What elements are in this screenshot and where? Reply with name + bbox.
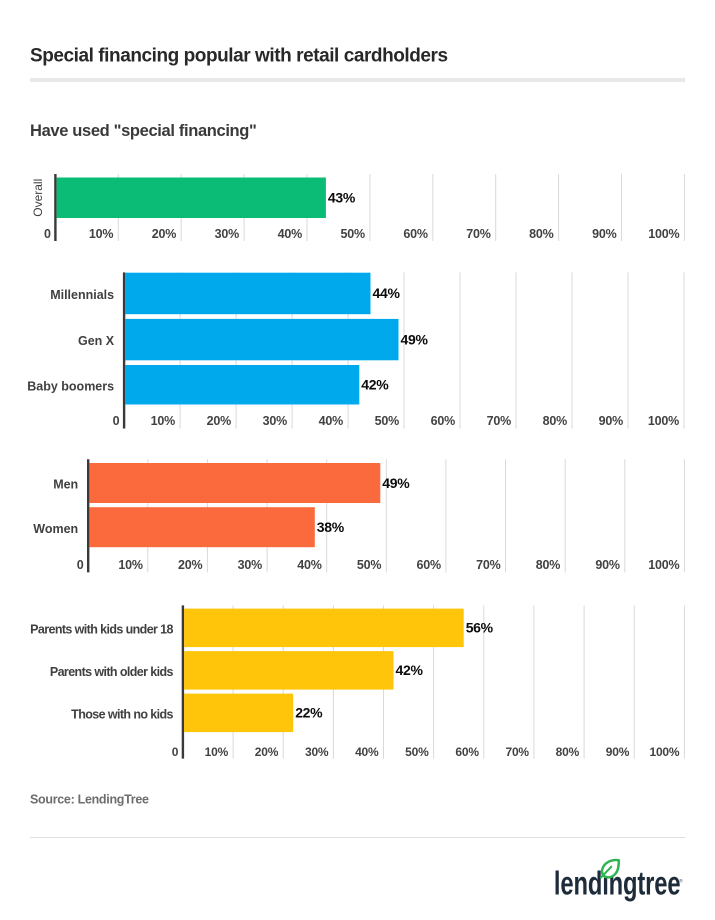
svg-text:70%: 70% [466,227,491,241]
svg-text:60%: 60% [431,414,456,428]
svg-text:Special financing popular with: Special financing popular with retail ca… [30,45,448,66]
svg-text:42%: 42% [361,377,389,393]
svg-text:100%: 100% [648,414,679,428]
svg-text:20%: 20% [178,558,203,572]
svg-text:0: 0 [172,745,179,759]
svg-text:0: 0 [77,558,84,572]
svg-text:50%: 50% [340,227,365,241]
svg-text:Source: LendingTree: Source: LendingTree [30,792,149,806]
svg-text:30%: 30% [263,414,288,428]
svg-text:Have used "special financing": Have used "special financing" [30,122,257,140]
svg-text:Gen X: Gen X [78,334,115,348]
svg-text:49%: 49% [401,331,429,347]
svg-text:10%: 10% [89,227,114,241]
svg-text:Women: Women [33,522,78,536]
svg-text:50%: 50% [405,745,429,759]
svg-text:Parents with older kids: Parents with older kids [50,665,174,679]
svg-text:Those with no kids: Those with no kids [71,708,173,722]
svg-text:42%: 42% [396,662,424,678]
svg-text:70%: 70% [476,558,501,572]
svg-text:30%: 30% [215,227,240,241]
svg-text:Parents with kids under 18: Parents with kids under 18 [30,623,173,637]
svg-text:10%: 10% [118,558,143,572]
svg-text:60%: 60% [403,227,428,241]
svg-text:80%: 80% [536,558,561,572]
svg-text:10%: 10% [205,745,229,759]
svg-text:80%: 80% [556,745,580,759]
svg-text:90%: 90% [595,558,620,572]
svg-text:40%: 40% [319,414,344,428]
svg-text:43%: 43% [328,190,356,206]
svg-text:44%: 44% [373,285,401,301]
svg-text:10%: 10% [151,414,176,428]
svg-text:90%: 90% [599,414,624,428]
svg-text:90%: 90% [606,745,630,759]
svg-text:20%: 20% [207,414,232,428]
svg-text:50%: 50% [375,414,400,428]
svg-text:Millennials: Millennials [50,288,114,302]
svg-text:22%: 22% [295,705,323,721]
svg-text:80%: 80% [529,227,554,241]
svg-text:38%: 38% [317,519,345,535]
svg-text:90%: 90% [592,227,617,241]
svg-text:60%: 60% [416,558,441,572]
svg-text:0: 0 [44,227,51,241]
svg-text:Baby boomers: Baby boomers [27,379,114,393]
svg-text:40%: 40% [278,227,303,241]
svg-text:Overall: Overall [31,179,45,217]
svg-text:20%: 20% [152,227,177,241]
svg-text:®: ® [679,878,683,884]
svg-text:30%: 30% [305,745,329,759]
svg-text:100%: 100% [649,745,679,759]
svg-text:70%: 70% [487,414,512,428]
svg-text:70%: 70% [505,745,529,759]
svg-text:30%: 30% [238,558,263,572]
svg-text:40%: 40% [297,558,322,572]
svg-text:49%: 49% [382,475,410,491]
svg-text:20%: 20% [255,745,279,759]
svg-text:100%: 100% [648,558,679,572]
svg-text:80%: 80% [543,414,568,428]
svg-text:40%: 40% [355,745,379,759]
svg-text:0: 0 [113,414,120,428]
svg-text:100%: 100% [648,227,679,241]
svg-text:60%: 60% [455,745,479,759]
svg-text:56%: 56% [466,620,494,636]
svg-text:Men: Men [53,478,78,492]
svg-text:50%: 50% [357,558,382,572]
